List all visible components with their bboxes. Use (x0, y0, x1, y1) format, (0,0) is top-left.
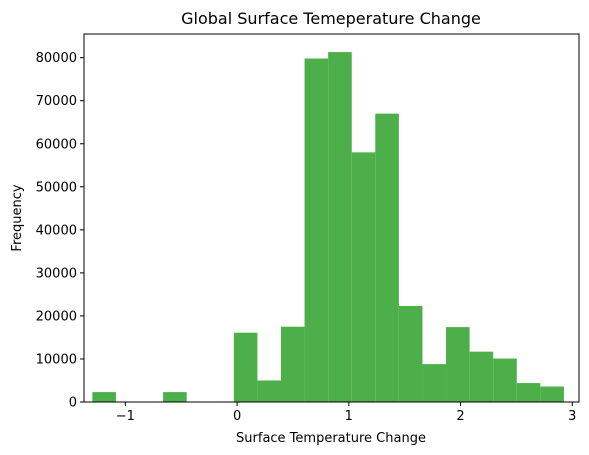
x-axis: −1 0 1 2 3 (116, 402, 576, 424)
y-tick-label: 0 (69, 396, 77, 411)
histogram-bar (375, 113, 399, 402)
x-tick-label: −1 (116, 409, 135, 424)
histogram-bar (516, 383, 541, 402)
histogram-bar (469, 351, 494, 402)
y-tick-label: 30000 (36, 266, 77, 281)
histogram-bar (540, 386, 564, 402)
histogram-bar (304, 58, 329, 402)
y-tick-label: 10000 (36, 352, 77, 367)
histogram-bar (257, 380, 281, 402)
y-tick-label: 80000 (36, 51, 77, 66)
x-axis-title: Surface Temperature Change (236, 431, 426, 446)
histogram-bar (351, 152, 376, 402)
histogram-bar (163, 392, 187, 402)
histogram-bar (422, 364, 447, 402)
bars-group (92, 52, 564, 402)
histogram-bar (398, 306, 423, 402)
x-tick-label: 1 (345, 409, 353, 424)
histogram-bar (446, 327, 470, 402)
y-tick-label: 40000 (36, 223, 77, 238)
y-tick-label: 50000 (36, 180, 77, 195)
y-axis: 0 10000 20000 30000 40000 50000 60000 70000 8000… (36, 51, 84, 411)
x-tick-label: 0 (233, 409, 241, 424)
y-axis-title: Frequency (10, 184, 25, 251)
histogram-bar (280, 326, 305, 402)
y-tick-label: 70000 (36, 94, 77, 109)
x-tick-label: 2 (456, 409, 464, 424)
histogram-bar (493, 358, 517, 402)
plot-frame (83, 33, 580, 403)
histogram-bar (92, 392, 116, 402)
y-tick-label: 20000 (36, 309, 77, 324)
histogram-bar (328, 52, 352, 402)
histogram-bar (233, 332, 258, 402)
chart-title: Global Surface Temeperature Change (181, 9, 481, 28)
x-tick-label: 3 (568, 409, 576, 424)
y-tick-label: 60000 (36, 137, 77, 152)
